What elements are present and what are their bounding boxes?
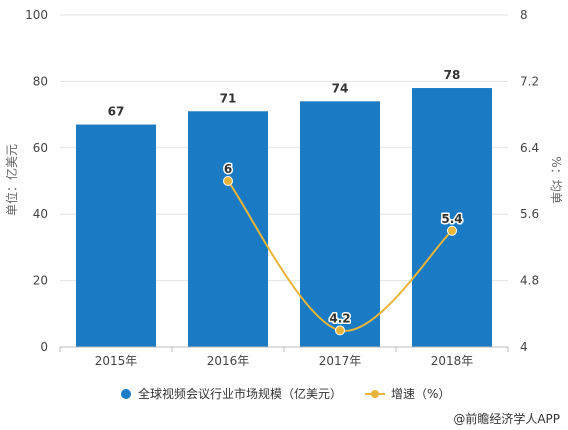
data-labels: 67 71 74 78 6 4.2 5.4: [108, 68, 464, 327]
y-tick-label: 80: [33, 74, 48, 88]
y-tick-label: 100: [25, 8, 48, 22]
legend-bar-label: 全球视频会议行业市场规模（亿美元）: [138, 386, 342, 401]
y2-tick-label: 8: [520, 8, 528, 22]
source-text: @前瞻经济学人APP: [453, 411, 560, 426]
bar: [412, 88, 492, 347]
legend: 全球视频会议行业市场规模（亿美元） 增速（%）: [121, 386, 450, 401]
y2-tick-label: 7.2: [520, 74, 539, 88]
growth-value-label: 4.2: [329, 311, 350, 325]
legend-bar-marker: [121, 389, 131, 399]
legend-line-marker: [371, 390, 379, 398]
y2-tick-label: 4: [520, 340, 528, 354]
y-tick-label: 60: [33, 141, 48, 155]
source-credit: @前瞻经济学人APP: [453, 411, 560, 426]
x-tick-label: 2015年: [95, 354, 138, 368]
bar-value-label: 71: [220, 91, 237, 105]
growth-value-label: 6: [224, 162, 232, 176]
line-series: [223, 176, 457, 336]
y2-tick-label: 5.6: [520, 207, 539, 221]
growth-point: [223, 176, 233, 186]
x-tick-label: 2017年: [319, 354, 362, 368]
y-tick-label: 40: [33, 207, 48, 221]
bar-value-label: 78: [444, 68, 461, 82]
growth-value-label: 5.4: [441, 212, 462, 226]
right-y-axis: 4 4.8 5.6 6.4 7.2 8: [520, 8, 539, 354]
bar-series: [76, 88, 492, 347]
y-tick-label: 0: [40, 340, 48, 354]
legend-line-label: 增速（%）: [391, 387, 450, 401]
bar: [300, 101, 380, 347]
growth-point: [447, 225, 457, 236]
y-tick-label: 20: [33, 274, 48, 288]
bar: [76, 124, 156, 347]
x-tick-label: 2016年: [207, 354, 250, 368]
x-tick-label: 2018年: [431, 354, 474, 368]
bar-value-label: 67: [108, 105, 125, 119]
right-axis-title: %：均单: [549, 156, 563, 203]
growth-point: [335, 325, 345, 336]
y2-tick-label: 4.8: [520, 274, 539, 288]
y2-tick-label: 6.4: [520, 141, 539, 155]
bar-value-label: 74: [332, 81, 349, 95]
left-axis-title: 单位：亿美元: [4, 144, 19, 216]
x-axis: 2015年 2016年 2017年 2018年: [59, 346, 509, 368]
left-y-axis: 0 20 40 60 80 100: [25, 8, 48, 354]
bar: [188, 111, 268, 347]
